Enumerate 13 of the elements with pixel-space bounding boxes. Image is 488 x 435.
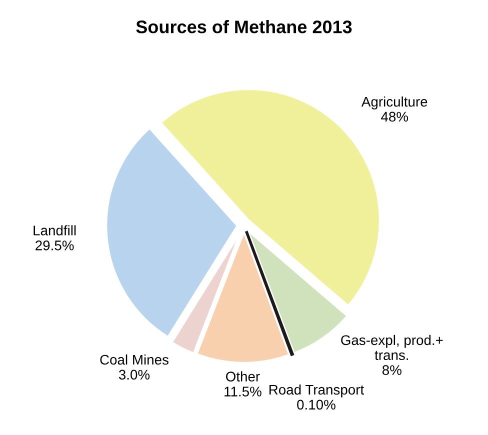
slice-label: Agriculture (361, 96, 428, 110)
slice-label: Gas-expl, prod.+ trans. (341, 334, 443, 360)
data-label: 3.0% (118, 370, 150, 380)
data-label: 29.5% (36, 240, 74, 250)
data-label: 8% (382, 365, 402, 375)
data-label: 0.10% (297, 400, 336, 410)
slice-label: Road Transport (270, 384, 364, 398)
slice-label: Coal Mines (100, 354, 168, 365)
slice-label: Landfill (34, 225, 76, 236)
data-label: 48% (381, 112, 408, 122)
slice-label: Other (226, 371, 260, 382)
chart-title: Sources of Methane 2013 (136, 20, 352, 34)
data-label: 11.5% (224, 386, 262, 396)
